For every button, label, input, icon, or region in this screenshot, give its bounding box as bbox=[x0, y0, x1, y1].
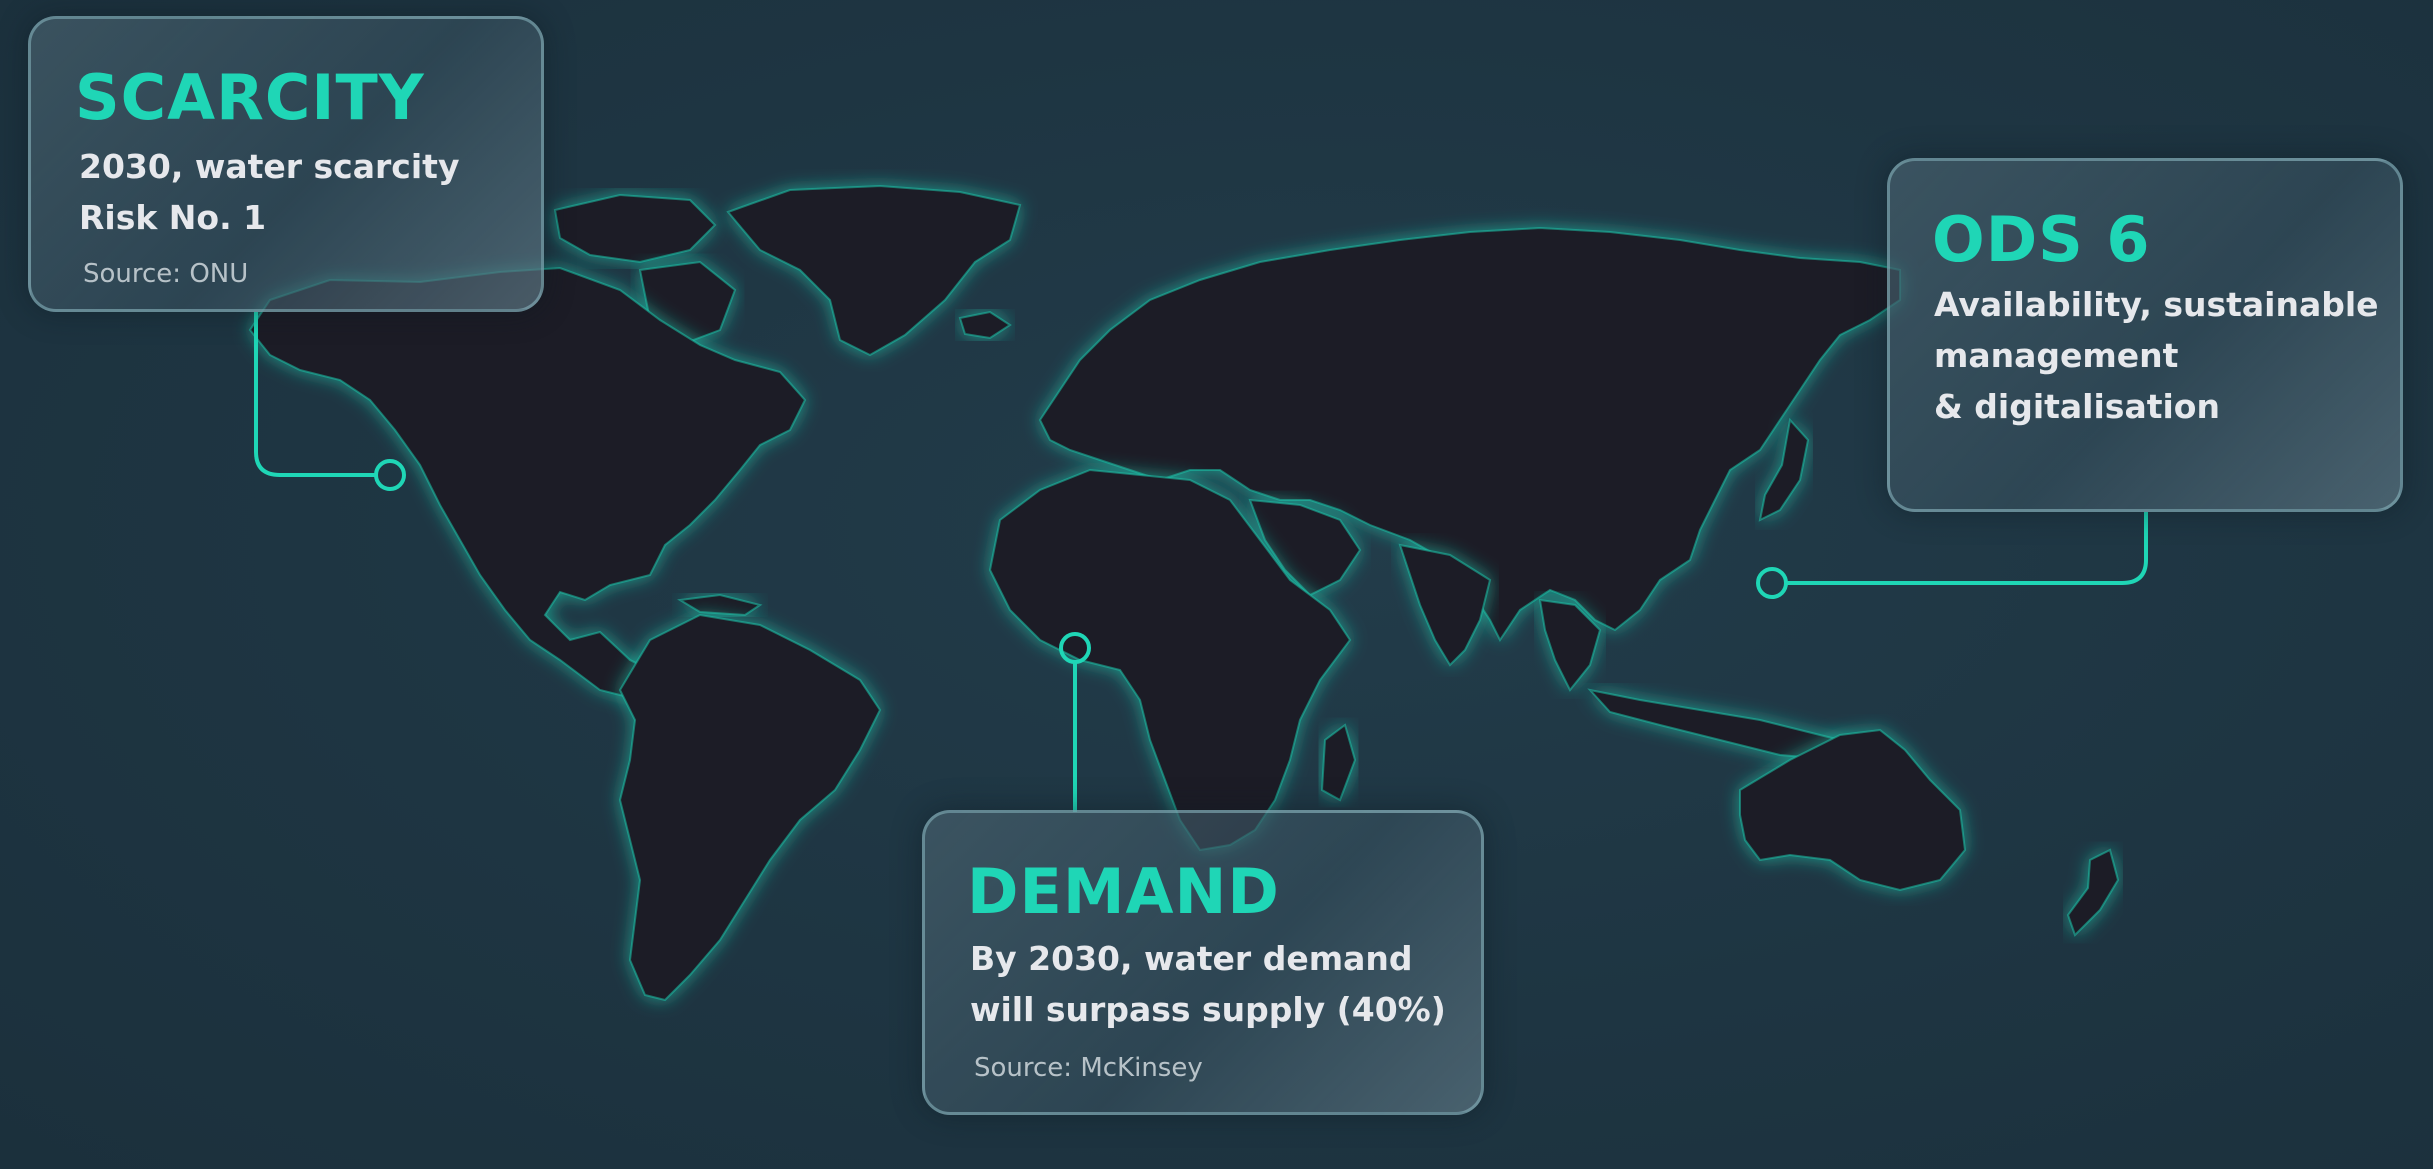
demand-source: Source: McKinsey bbox=[974, 1053, 1203, 1083]
demand-line-2: will surpass supply (40%) bbox=[970, 984, 1446, 1035]
scarcity-line-1: 2030, water scarcity bbox=[79, 141, 459, 192]
scarcity-description: 2030, water scarcity Risk No. 1 bbox=[79, 141, 459, 243]
caribbean-shape bbox=[680, 595, 760, 615]
demand-title: DEMAND bbox=[967, 861, 1280, 923]
demand-line-1: By 2030, water demand bbox=[970, 933, 1446, 984]
arctic-islands-shape bbox=[555, 195, 715, 262]
ods-title: ODS 6 bbox=[1932, 209, 2151, 271]
scarcity-callout-card: SCARCITY 2030, water scarcity Risk No. 1… bbox=[28, 16, 544, 312]
scarcity-source: Source: ONU bbox=[83, 259, 248, 289]
south-america-shape bbox=[620, 615, 880, 1000]
scarcity-title: SCARCITY bbox=[75, 67, 425, 129]
scarcity-line-2: Risk No. 1 bbox=[79, 192, 459, 243]
ods-line-2: management bbox=[1934, 330, 2379, 381]
ods-pin bbox=[1758, 569, 1786, 597]
ods-callout-card: ODS 6 Availability, sustainable manageme… bbox=[1887, 158, 2403, 512]
scarcity-pin bbox=[376, 461, 404, 489]
new-zealand-shape bbox=[2068, 850, 2118, 935]
madagascar-shape bbox=[1322, 725, 1355, 800]
demand-description: By 2030, water demand will surpass suppl… bbox=[970, 933, 1446, 1035]
ods-connector-line bbox=[1786, 512, 2146, 583]
iceland-shape bbox=[960, 312, 1010, 338]
ods-line-1: Availability, sustainable bbox=[1934, 279, 2379, 330]
ods-line-3: & digitalisation bbox=[1934, 381, 2379, 432]
demand-callout-card: DEMAND By 2030, water demand will surpas… bbox=[922, 810, 1484, 1115]
ods-description: Availability, sustainable management & d… bbox=[1934, 279, 2379, 432]
